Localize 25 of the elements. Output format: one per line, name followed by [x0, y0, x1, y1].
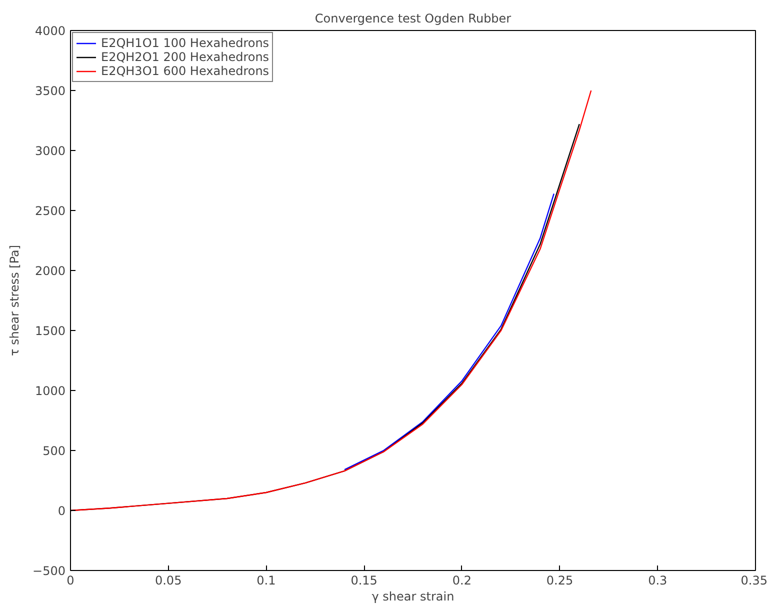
x-tick-label: 0.15	[350, 574, 378, 588]
legend-label: E2QH3O1 600 Hexahedrons	[101, 64, 270, 78]
y-tick-label: 1500	[34, 324, 66, 338]
chart-title: Convergence test Ogden Rubber	[314, 12, 512, 26]
x-tick-label: 0.3	[648, 574, 668, 588]
y-tick-label: 2000	[34, 264, 66, 278]
x-tick-label: 0.05	[155, 574, 182, 588]
x-tick-label: 0.25	[546, 574, 574, 588]
y-tick-label: 3500	[34, 84, 66, 98]
x-tick-label: 0.35	[740, 574, 767, 588]
y-tick-label: 500	[42, 444, 66, 458]
legend-label: E2QH2O1 200 Hexahedrons	[101, 50, 270, 64]
y-tick-label: 2500	[34, 204, 66, 218]
x-axis-title: γ shear strain	[372, 590, 454, 604]
y-tick-label: 1000	[34, 384, 66, 398]
legend-label: E2QH1O1 100 Hexahedrons	[101, 36, 270, 50]
y-tick-label: 4000	[34, 24, 66, 38]
y-tick-label: −500	[32, 564, 66, 578]
line-series	[344, 193, 555, 470]
y-tick-label: 3000	[34, 144, 66, 158]
x-tick-label: 0.2	[452, 574, 472, 588]
y-tick-label: 0	[58, 504, 66, 518]
x-tick-label: 0	[66, 574, 74, 588]
y-axis-title: τ shear stress [Pa]	[8, 244, 22, 356]
x-tick-label: 0.1	[256, 574, 276, 588]
